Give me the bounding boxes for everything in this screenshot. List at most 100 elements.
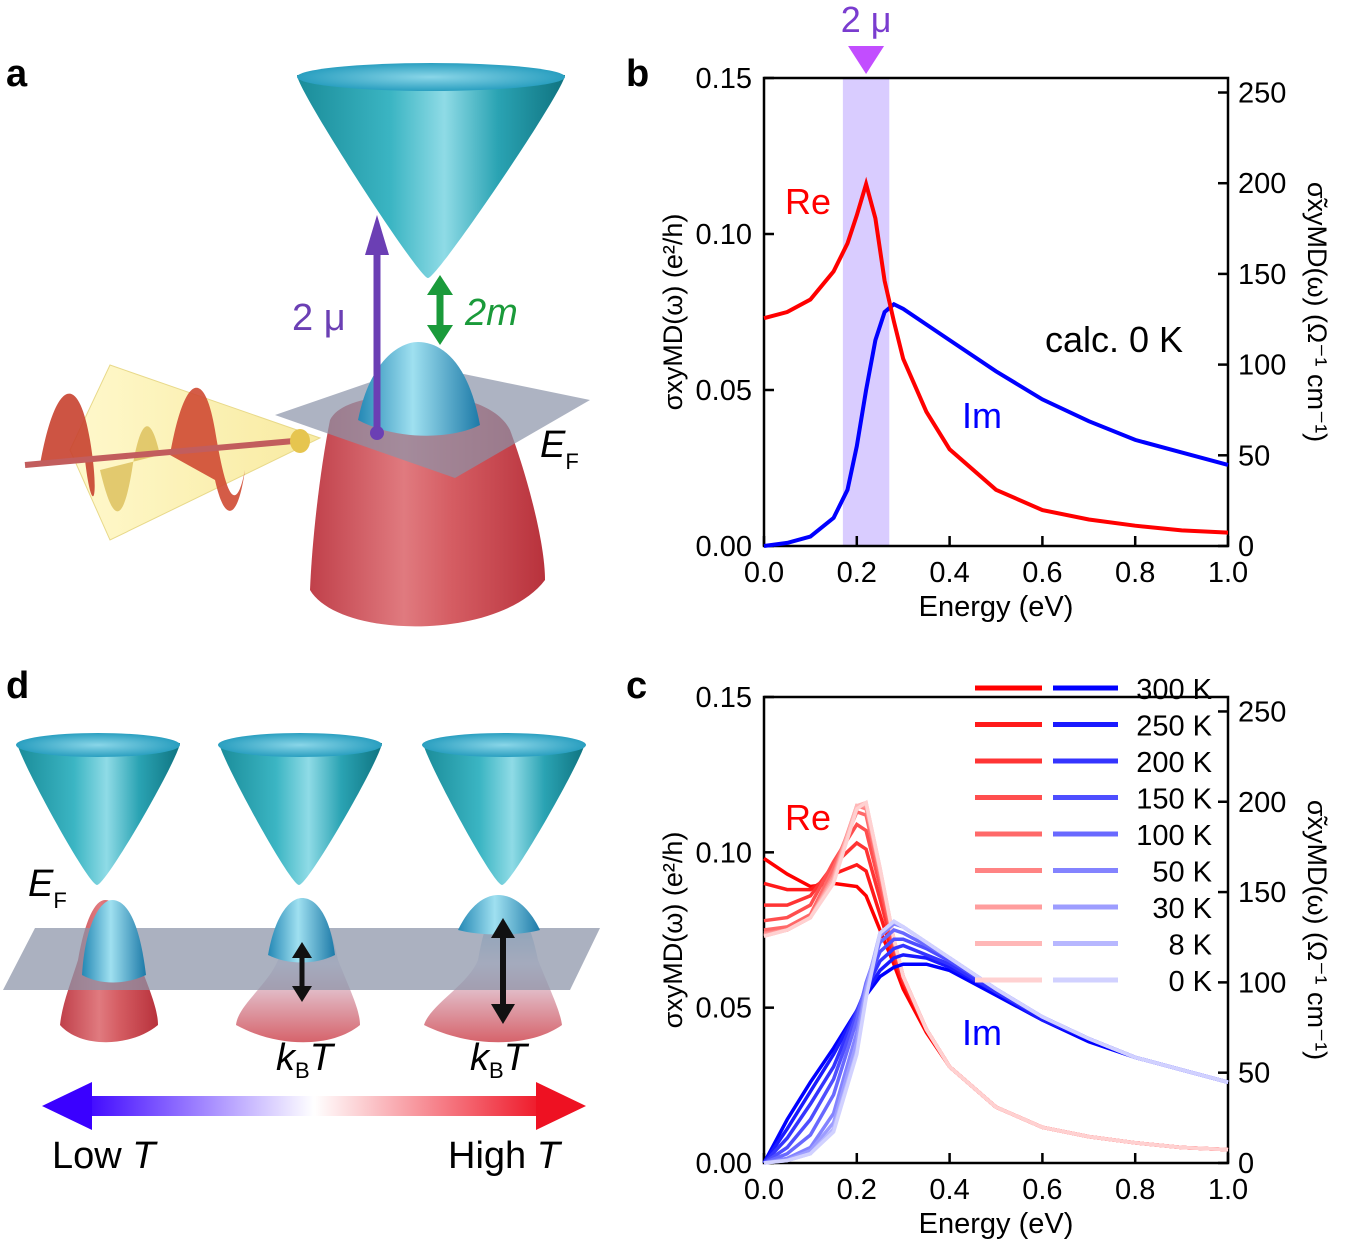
- legend-label: 100 K: [1136, 820, 1212, 852]
- x-tick-label: 1.0: [1208, 557, 1248, 589]
- chart-b-plot: 0.0 0.2 0.4 0.6 0.8 1.0 0.00 0.05 0.10 0.15 0 50 100…: [658, 63, 1332, 623]
- y-right-tick-label: 0: [1238, 1148, 1254, 1180]
- y-right-tick-label: 150: [1238, 259, 1286, 291]
- y-right-tick-label: 50: [1238, 440, 1270, 472]
- legend-label: 300 K: [1136, 674, 1212, 706]
- series-label-re: Re: [785, 181, 831, 222]
- fermi-label-a: EF: [540, 424, 579, 474]
- y-tick-label: 0.15: [696, 682, 752, 714]
- legend-label: 50 K: [1152, 857, 1212, 889]
- conduction-band-top: [297, 63, 565, 91]
- mu-label: 2 μ: [292, 297, 346, 339]
- y-tick-label: 0.10: [696, 837, 752, 869]
- y-right-tick-label: 50: [1238, 1058, 1270, 1090]
- panel-a: a 2 μ 2m EF: [6, 53, 590, 627]
- x-tick-label: 0.2: [837, 1174, 877, 1206]
- y-axis-label-left: σxyMD(ω) (e²/h): [658, 832, 688, 1029]
- y-right-tick-label: 200: [1238, 787, 1286, 819]
- kbt-arrow-2-head-down: [491, 1004, 515, 1024]
- legend-label: 200 K: [1136, 747, 1212, 779]
- temperature-arrow-left: [42, 1082, 92, 1130]
- conduction-band-cone: [297, 75, 565, 279]
- x-tick-label: 0.0: [744, 557, 784, 589]
- series-label-re: Re: [785, 797, 831, 838]
- legend-label: 250 K: [1136, 711, 1212, 743]
- y-right-tick-label: 250: [1238, 696, 1286, 728]
- light-axis: [24, 437, 306, 468]
- kbt-arrow-1-head-down: [292, 986, 312, 1002]
- valence-cap-2: [268, 898, 335, 963]
- x-tick-label: 0.2: [837, 557, 877, 589]
- series-line-im: [762, 962, 1229, 1164]
- series-line-re: [763, 799, 1229, 1152]
- light-wave-3: [100, 426, 160, 512]
- x-tick-label: 0.6: [1022, 1174, 1062, 1206]
- legend-label: 8 K: [1168, 930, 1212, 962]
- x-axis-label: Energy (eV): [919, 1208, 1074, 1240]
- y-axis-label-right: σ̃xyMD(ω) (Ω⁻¹ cm⁻¹): [1302, 182, 1332, 442]
- low-t-label: Low T: [52, 1135, 158, 1177]
- panel-c: c 0.0 0.2 0.4 0.6 0.8 1.0 0.00 0.05 0.10 0.15 0 50 1…: [626, 665, 1332, 1240]
- series-label-im: Im: [962, 1012, 1002, 1053]
- y-right-tick-label: 200: [1238, 168, 1286, 200]
- gap-arrow-head-up: [427, 275, 453, 295]
- panel-a-letter: a: [6, 53, 28, 95]
- y-tick-label: 0.10: [696, 219, 752, 251]
- x-tick-label: 0.6: [1022, 557, 1062, 589]
- y-axis-label-left: σxyMD(ω) (e²/h): [658, 214, 688, 411]
- high-t-label: High T: [448, 1135, 563, 1177]
- temperature-gradient-bar: [80, 1096, 548, 1116]
- x-tick-label: 1.0: [1208, 1174, 1248, 1206]
- y-right-tick-label: 250: [1238, 78, 1286, 110]
- panel-d: d EF kBT kBT: [3, 665, 600, 1177]
- y-right-tick-label: 100: [1238, 967, 1286, 999]
- gap-label: 2m: [464, 292, 518, 334]
- x-tick-label: 0.8: [1115, 1174, 1155, 1206]
- kbt-arrow-2-head-up: [491, 918, 515, 938]
- panel-d-letter: d: [6, 665, 29, 707]
- x-tick-label: 0.4: [929, 1174, 969, 1206]
- y-tick-label: 0.00: [696, 531, 752, 563]
- y-tick-label: 0.15: [696, 63, 752, 95]
- conduction-cone-1: [16, 733, 180, 885]
- series-line-im: [763, 301, 1229, 548]
- light-cone-tip: [290, 429, 310, 453]
- series-line-im: [763, 919, 1229, 1165]
- calc-annotation: calc. 0 K: [1045, 319, 1183, 360]
- chart-c-legend: 300 K 250 K 200 K 150 K 100 K 50 K 30 K 8 K 0 K: [975, 674, 1213, 998]
- kbt-arrow-1-head-up: [292, 942, 312, 958]
- y-tick-label: 0.05: [696, 375, 752, 407]
- series-line-re: [763, 176, 1229, 535]
- band-marker-triangle: [848, 46, 885, 74]
- chart-c-plot: 0.0 0.2 0.4 0.6 0.8 1.0 0.00 0.05 0.10 0.15 0 50 100…: [658, 682, 1332, 1240]
- series-label-im: Im: [962, 395, 1002, 436]
- light-wave-1: [40, 393, 95, 497]
- band-marker-label: 2 μ: [841, 0, 892, 40]
- kbt-label-1: kBT: [276, 1037, 336, 1083]
- conduction-cone-3: [422, 733, 586, 885]
- y-right-tick-label: 100: [1238, 350, 1286, 382]
- y-right-tick-label: 0: [1238, 531, 1254, 563]
- y-axis-label-right: σ̃xyMD(ω) (Ω⁻¹ cm⁻¹): [1302, 800, 1332, 1060]
- valence-cap-3: [458, 895, 540, 935]
- x-tick-label: 0.8: [1115, 557, 1155, 589]
- mu-arrow-head: [365, 215, 389, 255]
- plot-frame: [762, 76, 1230, 548]
- panel-b: b 2 μ 0.0 0.2 0.4 0.6 0.8 1.0 0.00 0.05 0.10 0.15…: [626, 0, 1332, 623]
- gap-arrow-head-down: [427, 325, 453, 345]
- fermi-label-d: EF: [28, 863, 67, 913]
- legend-label: 30 K: [1152, 893, 1212, 925]
- x-tick-label: 0.0: [744, 1174, 784, 1206]
- x-axis-label: Energy (eV): [919, 591, 1074, 623]
- y-tick-label: 0.05: [696, 993, 752, 1025]
- panel-c-letter: c: [626, 665, 647, 707]
- legend-label: 150 K: [1136, 784, 1212, 816]
- conduction-cone-2: [218, 733, 382, 885]
- valence-band-cap: [358, 342, 480, 436]
- panel-b-letter: b: [626, 53, 649, 95]
- y-right-tick-label: 150: [1238, 877, 1286, 909]
- x-tick-label: 0.4: [929, 557, 969, 589]
- kbt-label-2: kBT: [470, 1037, 530, 1083]
- mu-arrow-origin: [370, 426, 384, 440]
